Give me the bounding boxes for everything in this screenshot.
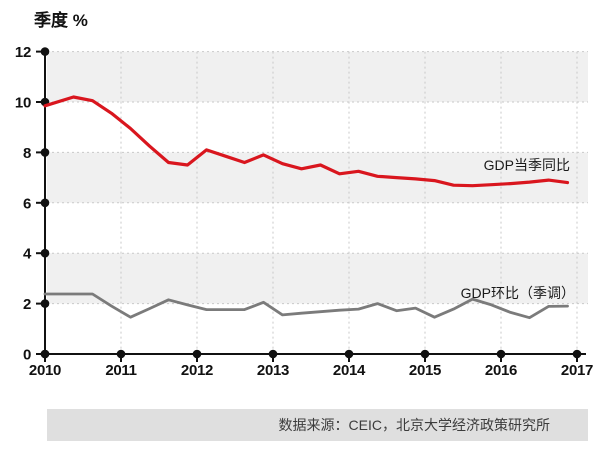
y-tick-label: 10 (15, 95, 31, 112)
y-tick-dot (40, 47, 50, 56)
series-label-gdp-qoq-sa: GDP环比（季调） (460, 285, 575, 301)
x-tick-label: 2016 (485, 362, 517, 379)
grid-lines (47, 51, 588, 353)
x-tick-label: 2010 (29, 362, 61, 379)
x-tick-dot (496, 349, 506, 359)
x-tick-label: 2015 (409, 362, 441, 379)
x-tick-label: 2014 (333, 362, 366, 379)
y-tick-label: 2 (23, 296, 31, 313)
y-tick-label: 6 (23, 195, 31, 212)
data-source-text: 数据来源：CEIC，北京大学经济政策研究所 (278, 417, 550, 433)
shaded-band (47, 152, 588, 203)
y-tick-dot (40, 248, 50, 258)
shaded-band (47, 51, 588, 102)
x-tick-label: 2011 (105, 362, 136, 379)
x-tick-dot (572, 349, 582, 359)
y-tick-dot (40, 299, 50, 308)
x-tick-dot (268, 349, 278, 359)
y-tick-dot (40, 148, 50, 157)
y-tick-label: 8 (23, 145, 31, 162)
x-tick-dot (40, 349, 50, 359)
x-tick-label: 2013 (257, 362, 289, 379)
shaded-band (47, 253, 588, 304)
data-source-bar: 数据来源：CEIC，北京大学经济政策研究所 (47, 409, 588, 441)
series-line-gdp-yoy (43, 95, 570, 188)
shaded-bands (47, 51, 588, 304)
x-tick-dot (344, 349, 354, 359)
series-line-gdp-qoq-sa (43, 292, 569, 320)
y-tick-label: 12 (15, 44, 31, 61)
y-tick-label: 4 (23, 246, 32, 263)
y-tick-dot (40, 198, 50, 208)
x-tick-label: 2017 (561, 362, 593, 379)
y-tick-label: 0 (23, 347, 31, 364)
y-axis-unit-title: 季度 % (34, 11, 88, 30)
x-tick-dot (420, 349, 430, 359)
series-label-gdp-yoy: GDP当季同比 (483, 157, 570, 173)
x-axis-ticks: 2010 2011 2012 2013 2014 2015 2016 2017 (29, 349, 593, 379)
x-tick-dot (116, 349, 126, 359)
x-tick-dot (192, 349, 202, 359)
x-tick-label: 2012 (181, 362, 213, 379)
